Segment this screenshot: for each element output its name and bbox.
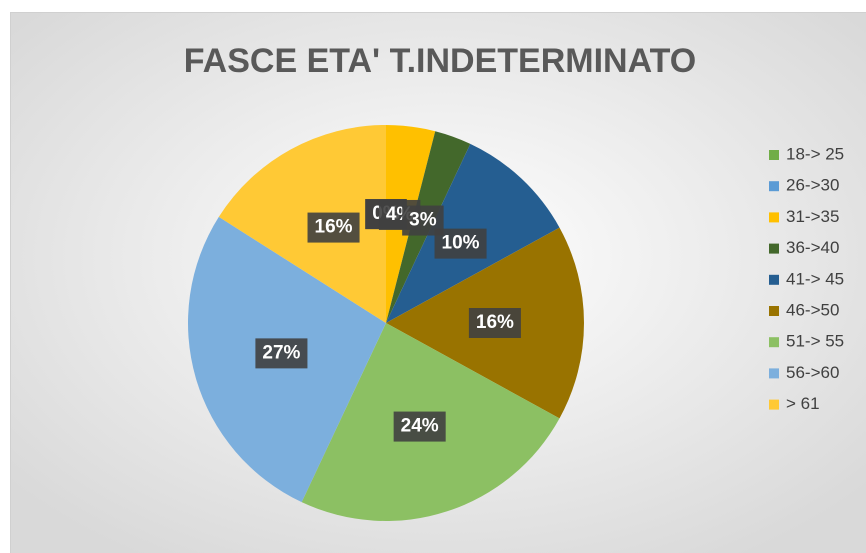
data-label-box — [307, 212, 360, 243]
data-label-text: 10% — [442, 233, 480, 254]
legend-label: 46->50 — [786, 300, 839, 319]
legend-label: 18-> 25 — [786, 144, 844, 163]
legend-swatch — [769, 368, 779, 379]
data-label-text: 27% — [262, 342, 300, 363]
legend-swatch — [769, 337, 779, 348]
data-label-text: 16% — [476, 312, 514, 333]
data-label: 27% — [255, 338, 308, 369]
data-label: 24% — [393, 411, 446, 442]
legend-label: 26->30 — [786, 176, 839, 195]
legend-label: > 61 — [786, 394, 820, 413]
legend-label: 51-> 55 — [786, 332, 844, 351]
legend-swatch — [769, 212, 779, 223]
legend-swatch — [769, 306, 779, 316]
legend-swatch — [769, 181, 779, 192]
data-label-text: 24% — [401, 416, 439, 437]
chart-title: FASCE ETA' T.INDETERMINATO — [184, 42, 696, 80]
data-label-text: 16% — [315, 217, 353, 238]
data-labels: 0%0%4%3%10%16%24%27%16% — [255, 199, 521, 442]
data-label-box — [468, 308, 521, 338]
pie — [187, 124, 585, 521]
data-label-text: 3% — [409, 210, 437, 231]
data-label: 10% — [434, 228, 487, 259]
data-label-box — [255, 338, 308, 369]
legend-swatch — [769, 274, 779, 285]
legend-swatch — [769, 150, 779, 160]
data-label: 16% — [468, 308, 521, 338]
legend-label: 41-> 45 — [786, 269, 844, 288]
data-label: 16% — [307, 212, 360, 243]
legend-label: 56->60 — [786, 363, 839, 382]
legend: 18-> 25 26->30 31->35 36->40 41-> 45 46->50 51… — [769, 144, 844, 413]
data-label-box — [393, 411, 446, 442]
legend-label: 31->35 — [786, 207, 839, 226]
pie-slice — [218, 124, 386, 323]
legend-swatch — [769, 243, 779, 254]
data-label-box — [434, 228, 487, 259]
legend-swatch — [769, 399, 779, 410]
legend-label: 36->40 — [786, 238, 839, 257]
